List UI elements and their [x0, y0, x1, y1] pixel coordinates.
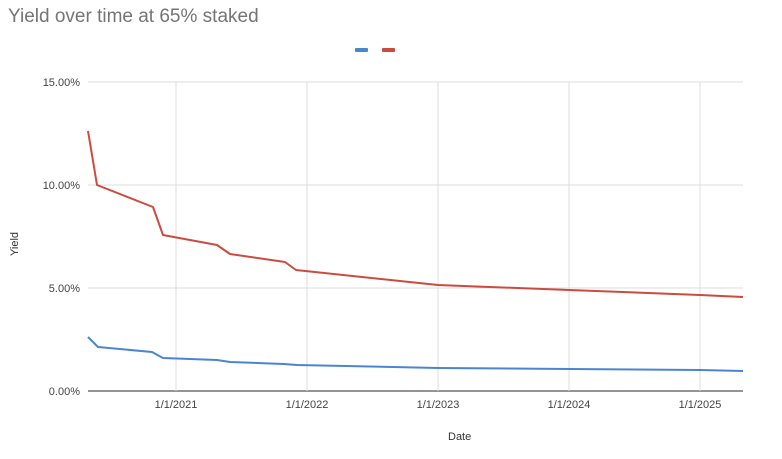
x-axis-label: Date — [448, 431, 471, 443]
y-tick-label: 10.00% — [43, 180, 81, 192]
chart-title: Yield over time at 65% staked — [8, 6, 259, 27]
series-line-2[interactable] — [87, 130, 744, 298]
x-axis-ticks: 1/1/2021 1/1/2022 1/1/2023 1/1/2024 1/1/2025 — [155, 399, 722, 411]
y-tick-label: 0.00% — [49, 386, 80, 398]
legend — [355, 48, 395, 52]
y-axis-ticks: 0.00% 5.00% 10.00% 15.00% — [43, 77, 81, 398]
x-tick-label: 1/1/2023 — [417, 399, 460, 411]
x-tick-label: 1/1/2025 — [679, 399, 722, 411]
legend-swatch-series-1[interactable] — [355, 48, 368, 52]
x-tick-label: 1/1/2022 — [286, 399, 329, 411]
y-axis-label: Yield — [9, 232, 21, 256]
series-lines — [87, 130, 744, 372]
series-line-1[interactable] — [87, 336, 744, 372]
gridlines — [88, 81, 743, 392]
y-tick-label: 5.00% — [49, 283, 80, 295]
x-tick-label: 1/1/2021 — [155, 399, 198, 411]
legend-swatch-series-2[interactable] — [382, 48, 395, 52]
y-tick-label: 15.00% — [43, 77, 81, 89]
x-tick-label: 1/1/2024 — [548, 399, 591, 411]
